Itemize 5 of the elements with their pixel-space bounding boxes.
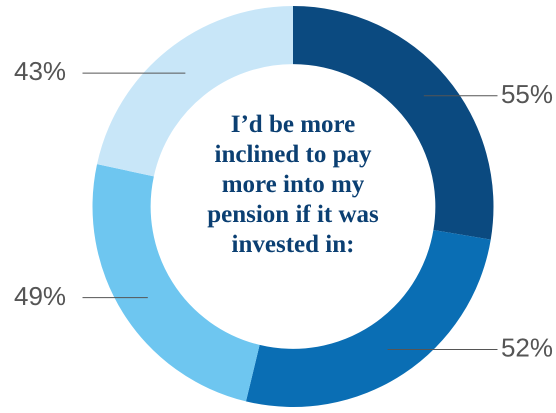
data-label: 43% — [14, 56, 66, 86]
data-label: 49% — [14, 280, 66, 311]
data-label: 55% — [500, 78, 553, 109]
data-label: 52% — [500, 332, 553, 363]
text: I’d be more inclined to pay more into my pension if it was invested in: — [206, 110, 380, 260]
